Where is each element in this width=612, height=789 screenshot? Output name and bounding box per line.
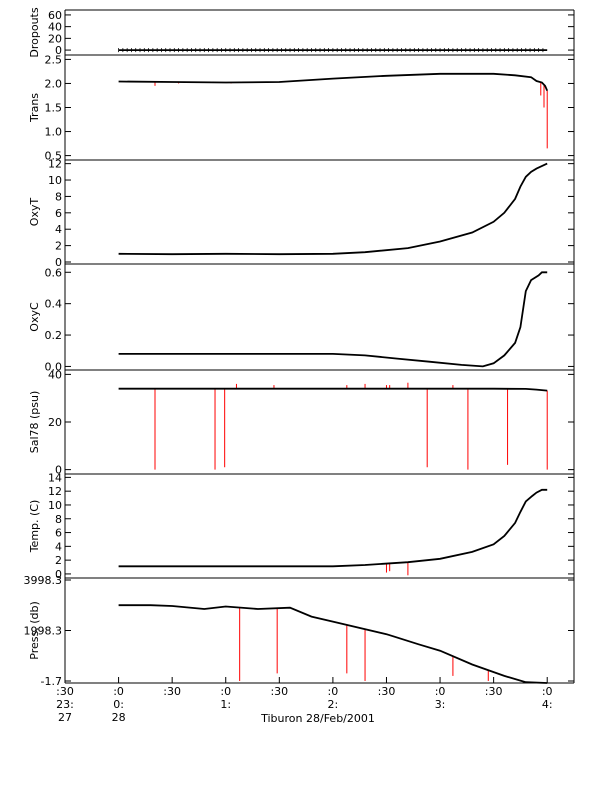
y-tick-label: 14 (48, 471, 62, 484)
y-tick-label: 3998.3 (24, 574, 63, 587)
x-axis: :3023:27:00:28:30:01::30:02::30:03::30:0… (56, 677, 553, 724)
panel-sal78: 0 20 40 Sal78 (psu) (28, 368, 575, 477)
y-tick-label: 0 (55, 44, 62, 57)
x-tick-label: :30 (56, 685, 74, 698)
panel-trans: 0.5 1.0 1.5 2.0 2.5 Trans (28, 53, 575, 163)
x-tick-label: :0 (542, 685, 553, 698)
x-tick-label: 28 (112, 711, 126, 724)
y-axis-label: OxyT (28, 198, 41, 227)
y-tick-label: 2.5 (45, 53, 63, 66)
series-line-oxyc (118, 271, 548, 368)
y-axis-label: OxyC (28, 302, 41, 332)
y-axis-label: Temp. (C) (28, 500, 41, 554)
x-tick-label: :30 (163, 685, 181, 698)
y-tick-label: 0.5 (45, 150, 63, 163)
x-tick-label: :0 (328, 685, 339, 698)
y-axis-label: Dropouts (28, 7, 41, 57)
y-tick-label: 0.6 (45, 266, 63, 279)
y-tick-label: 0.2 (45, 329, 63, 342)
y-tick-label: 4 (55, 540, 62, 553)
x-tick-label: 3: (435, 698, 446, 711)
y-tick-label: 10 (48, 499, 62, 512)
y-tick-label: 4 (55, 223, 62, 236)
y-tick-label: -1.7 (41, 675, 62, 688)
chart-panels: 0204060Dropouts0.51.01.52.02.5Trans02468… (24, 7, 575, 688)
x-tick-label: :0 (220, 685, 231, 698)
y-tick-label: 8 (55, 513, 62, 526)
series-line-oxyt (118, 162, 548, 256)
y-tick-label: 0 (55, 464, 62, 477)
y-tick-label: 2 (55, 554, 62, 567)
y-tick-label: 1.0 (45, 126, 63, 139)
panel-oxyc: 0.0 0.2 0.4 0.6 OxyC (28, 264, 575, 373)
x-tick-label: :30 (485, 685, 503, 698)
series-line-trans (118, 72, 549, 92)
y-tick-label: 0.4 (45, 298, 63, 311)
x-tick-label: :30 (270, 685, 288, 698)
x-tick-label: 2: (328, 698, 339, 711)
y-tick-label: 20 (48, 32, 62, 45)
chart-title: Tiburon 28/Feb/2001 (260, 712, 375, 725)
y-tick-label: 1.5 (45, 102, 63, 115)
x-tick-label: 1: (220, 698, 231, 711)
x-tick-label: :30 (378, 685, 396, 698)
y-axis-label: Sal78 (psu) (28, 391, 41, 454)
y-tick-label: 0 (55, 256, 62, 269)
x-tick-label: :0 (113, 685, 124, 698)
x-tick-label: 27 (58, 711, 72, 724)
y-tick-label: 1998.3 (24, 625, 63, 638)
y-tick-label: 12 (48, 485, 62, 498)
y-tick-label: 12 (48, 158, 62, 171)
y-tick-label: 8 (55, 190, 62, 203)
y-tick-label: 6 (55, 527, 62, 540)
y-tick-label: 0.0 (45, 360, 63, 373)
x-tick-label: 0: (113, 698, 124, 711)
y-tick-label: 60 (48, 9, 62, 22)
y-tick-label: 0 (55, 568, 62, 581)
y-tick-label: 2.0 (45, 77, 63, 90)
y-tick-label: 2 (55, 240, 62, 253)
x-tick-label: :0 (435, 685, 446, 698)
y-axis-label: Trans (28, 93, 41, 123)
y-tick-label: 20 (48, 416, 62, 429)
panel-oxyt: 0 2 4 6 8 10 12 OxyT (28, 158, 575, 269)
y-axis-label: Press. (db) (28, 601, 41, 660)
series-line-sal78 (118, 387, 548, 392)
x-tick-label: 4: (542, 698, 553, 711)
panel-press: -1.7 1998.3 3998.3 Press. (db) (24, 574, 575, 688)
y-tick-label: 6 (55, 207, 62, 220)
x-tick-label: 23: (56, 698, 74, 711)
series-line-press (118, 604, 548, 684)
series-line-temp (118, 488, 548, 568)
y-tick-label: 40 (48, 368, 62, 381)
y-tick-label: 10 (48, 174, 62, 187)
y-tick-label: 40 (48, 21, 62, 34)
